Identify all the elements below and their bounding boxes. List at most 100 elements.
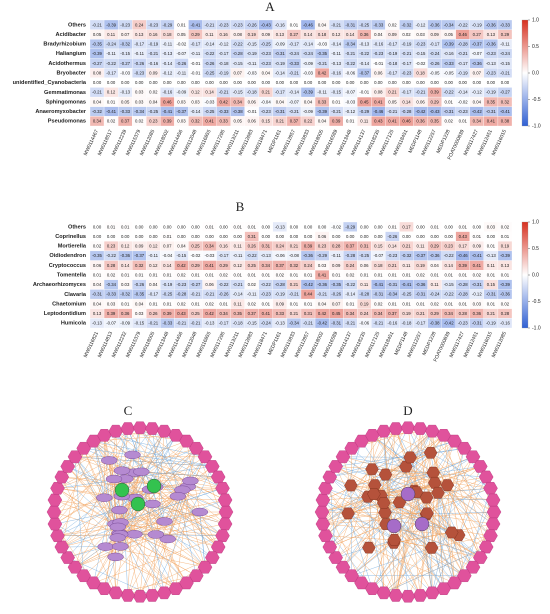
cell-label: 0.00 [388,80,397,85]
network-node [86,576,101,590]
network-edge [134,430,165,473]
network-node [101,456,118,465]
cell-label: 0.21 [388,263,397,268]
cell-label: -0.23 [261,292,271,297]
cell-label: -0.12 [345,109,355,114]
cell-label: -0.25 [148,109,158,114]
cell-label: 0.04 [93,301,102,306]
cell-label: 0.06 [416,99,425,104]
cell-label: -0.14 [345,292,355,297]
cell-label: -0.01 [373,61,383,66]
cell-label: -0.11 [331,253,341,258]
cell-label: -0.12 [162,70,172,75]
cell-label: 0.19 [501,244,510,249]
cell-label: -0.24 [106,42,116,47]
cell-label: 0.04 [93,99,102,104]
cell-label: 0.01 [248,224,257,229]
cell-label: 0.02 [473,272,482,277]
network-edge [113,478,219,548]
colorbar-tick-label: 0.0 [532,70,539,76]
cell-label: 0.34 [445,311,454,316]
cell-label: -0.14 [331,42,341,47]
cell-label: 0.03 [191,99,200,104]
cell-label: 0.01 [234,272,243,277]
cell-label: -0.21 [416,90,426,95]
cell-label: -0.19 [162,282,172,287]
cell-label: 0.11 [206,32,215,37]
cell-label: 0.09 [473,244,482,249]
network-edge [105,431,117,547]
cell-label: -0.23 [486,70,496,75]
network-edge [335,431,385,558]
network-edge [407,427,494,525]
cell-label: 0.43 [177,311,186,316]
network-edge [385,488,491,525]
cell-label: 0.02 [219,272,228,277]
cell-label: -0.16 [275,22,285,27]
cell-label: 0.42 [219,99,228,104]
cell-label: 0.29 [191,263,200,268]
network-node [315,517,331,531]
cell-label: 0.00 [276,80,285,85]
network-node [473,551,488,564]
network-node [486,505,502,519]
cell-label: 0.34 [262,263,271,268]
cell-label: 0.21 [290,282,299,287]
cell-label: 0.39 [459,263,468,268]
cell-label: 0.12 [149,244,158,249]
cell-label: 0.00 [402,234,411,239]
cell-label: 0.32 [135,263,144,268]
network-edge [454,441,487,548]
cell-label: -0.25 [162,292,172,297]
network-node [124,450,141,460]
cell-label: -0.17 [289,42,299,47]
colorbar-tick-label: 1.0 [532,17,539,23]
cell-label: -0.07 [106,321,116,326]
cell-label: 0.00 [135,224,144,229]
row-label: Bryobacter [56,70,86,76]
cell-label: -0.17 [219,253,229,258]
network-edge [432,430,494,525]
network-node [218,505,234,519]
network-edge [430,452,491,489]
cell-label: -0.21 [402,51,412,56]
cell-label: 0.36 [416,119,425,124]
network-edge [437,488,491,494]
network-node [205,551,220,564]
cell-label: -0.14 [205,42,215,47]
cell-label: -0.33 [289,61,299,66]
cell-label: 0.44 [304,292,313,297]
cell-label: 0.29 [430,99,439,104]
cell-label: 0.01 [360,272,369,277]
heatmap-cell [497,116,513,127]
network-node [318,529,333,542]
cell-label: 0.01 [191,301,200,306]
network-node [147,530,164,539]
network-node [328,551,343,564]
cell-label: -0.14 [458,90,468,95]
network-edge [54,523,116,558]
cell-label: 0.00 [473,80,482,85]
cell-label: 0.21 [276,119,285,124]
cell-label: -0.22 [345,282,355,287]
colorbar [521,19,529,127]
cell-label: 0.31 [360,244,369,249]
cell-label: 0.21 [262,90,271,95]
network-edge [104,435,201,513]
cell-label: 0.00 [445,80,454,85]
network-edge [151,428,165,522]
cell-label: 0.06 [248,99,257,104]
network-edge [426,488,491,514]
network-node [376,424,392,438]
cell-label: 0.04 [374,32,383,37]
cell-label: 0.11 [487,263,496,268]
cell-label: -0.22 [444,292,454,297]
cell-label: -0.19 [275,292,285,297]
cell-label: 0.02 [388,22,397,27]
cell-label: 0.02 [501,301,510,306]
cell-label: -0.21 [191,321,201,326]
cell-label: -0.16 [388,321,398,326]
cell-label: 0.00 [177,234,186,239]
network-node [314,505,330,519]
network-node [465,560,481,574]
